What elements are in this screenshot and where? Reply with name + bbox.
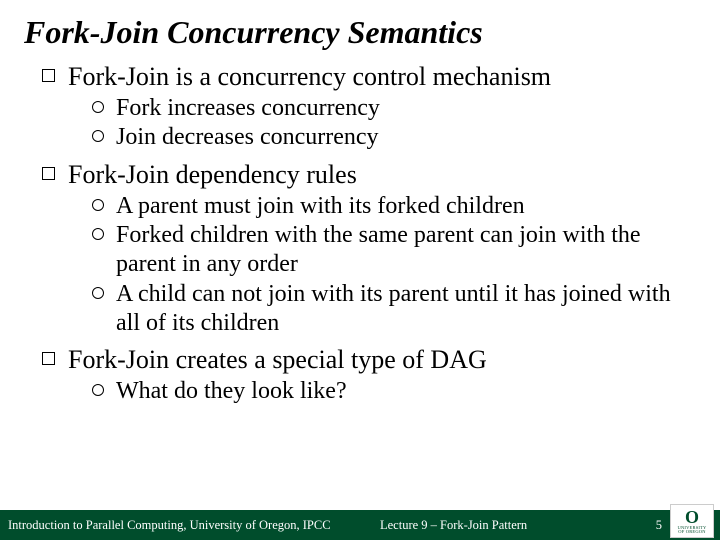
square-bullet-icon [42,69,55,82]
circle-bullet-icon [92,287,104,299]
circle-bullet-icon [92,228,104,240]
bullet-list: Fork-Join is a concurrency control mecha… [24,61,696,407]
sub-item: Join decreases concurrency [92,123,696,152]
bullet-text: Fork-Join is a concurrency control mecha… [68,62,551,91]
sub-item: Fork increases concurrency [92,94,696,123]
sub-item: A parent must join with its forked child… [92,192,696,221]
square-bullet-icon [42,167,55,180]
sub-list: Fork increases concurrency Join decrease… [68,94,696,153]
sub-text: Fork increases concurrency [116,95,380,121]
sub-text: Forked children with the same parent can… [116,222,641,277]
footer-left-text: Introduction to Parallel Computing, Univ… [0,518,331,533]
bullet-item-1: Fork-Join is a concurrency control mecha… [42,61,696,153]
sub-text: Join decreases concurrency [116,124,379,150]
bullet-text: Fork-Join dependency rules [68,160,357,189]
sub-text: What do they look like? [116,378,347,404]
logo-text-2: OF OREGON [678,530,705,535]
bullet-item-3: Fork-Join creates a special type of DAG … [42,344,696,406]
footer-center-text: Lecture 9 – Fork-Join Pattern [380,518,527,533]
sub-text: A parent must join with its forked child… [116,193,525,219]
bullet-text: Fork-Join creates a special type of DAG [68,345,487,374]
sub-list: What do they look like? [68,377,696,406]
slide-content: Fork-Join Concurrency Semantics Fork-Joi… [0,0,720,407]
circle-bullet-icon [92,101,104,113]
circle-bullet-icon [92,384,104,396]
sub-item: Forked children with the same parent can… [92,221,696,280]
slide-title: Fork-Join Concurrency Semantics [24,14,696,51]
sub-text: A child can not join with its parent unt… [116,281,671,336]
circle-bullet-icon [92,130,104,142]
bullet-item-2: Fork-Join dependency rules A parent must… [42,159,696,339]
square-bullet-icon [42,352,55,365]
page-number: 5 [656,518,662,533]
footer-bar: Introduction to Parallel Computing, Univ… [0,510,720,540]
circle-bullet-icon [92,199,104,211]
sub-item: What do they look like? [92,377,696,406]
sub-list: A parent must join with its forked child… [68,192,696,338]
sub-item: A child can not join with its parent unt… [92,280,696,339]
university-logo: O UNIVERSITY OF OREGON [670,504,714,538]
logo-letter: O [685,508,699,526]
